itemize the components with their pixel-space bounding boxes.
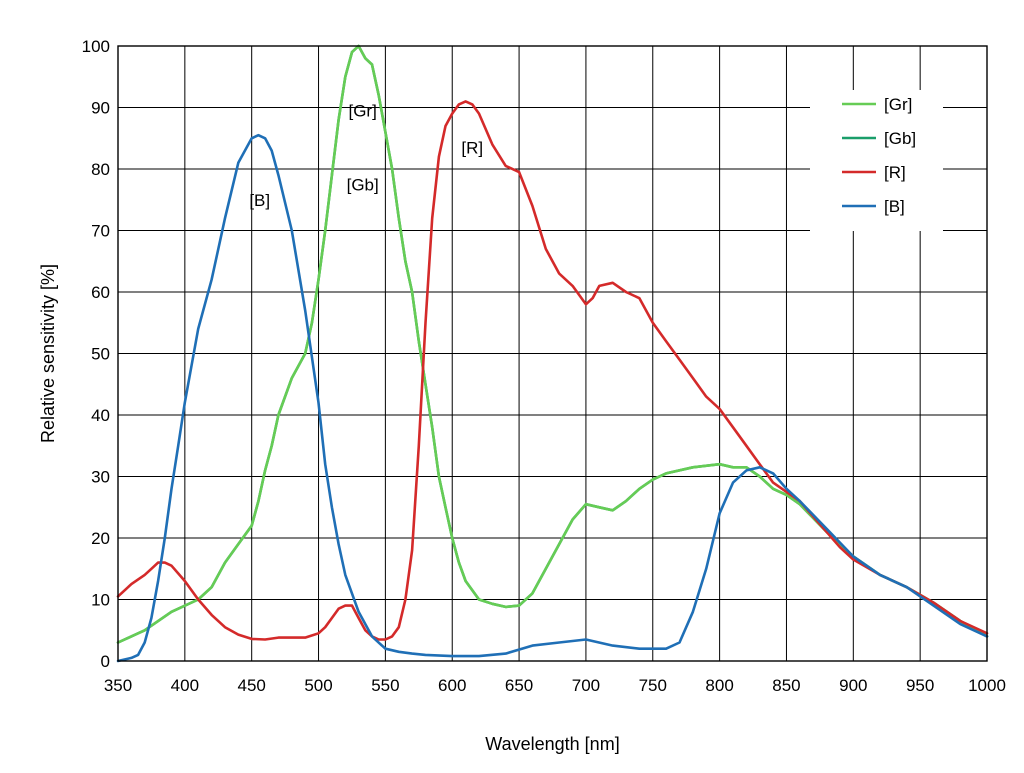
- x-tick-label: 900: [839, 676, 867, 695]
- x-tick-label: 800: [705, 676, 733, 695]
- y-tick-labels: 0 10 20 30 40 50 60 70 80 90 100: [82, 37, 110, 671]
- y-tick-label: 0: [101, 652, 110, 671]
- series-line-b: [116, 133, 989, 663]
- y-tick-label: 50: [91, 345, 110, 364]
- series-line-r: [116, 100, 989, 641]
- y-tick-label: 90: [91, 99, 110, 118]
- x-tick-label: 600: [438, 676, 466, 695]
- x-tick-label: 650: [505, 676, 533, 695]
- y-tick-label: 40: [91, 406, 110, 425]
- x-tick-label: 450: [238, 676, 266, 695]
- series-line-gr: [116, 44, 989, 644]
- x-tick-label: 850: [772, 676, 800, 695]
- x-tick-label: 500: [304, 676, 332, 695]
- x-tick-label: 700: [572, 676, 600, 695]
- legend-label: [Gb]: [884, 129, 916, 148]
- curve-annotations: [B] [Gr] [Gb] [R]: [249, 102, 483, 210]
- x-tick-label: 350: [104, 676, 132, 695]
- legend: [Gr] [Gb] [R] [B]: [810, 90, 943, 231]
- legend-box: [810, 90, 943, 231]
- plot-frame: [117, 45, 988, 662]
- y-tick-label: 20: [91, 529, 110, 548]
- y-tick-label: 100: [82, 37, 110, 56]
- y-tick-label: 30: [91, 468, 110, 487]
- y-tick-label: 70: [91, 222, 110, 241]
- curve-annotation: [B]: [249, 191, 270, 210]
- y-tick-label: 10: [91, 591, 110, 610]
- x-tick-labels: 350 400 450 500 550 600 650 700 750 800 850 900 950 1…: [104, 676, 1006, 695]
- curve-annotation: [Gr]: [348, 102, 376, 121]
- y-tick-label: 80: [91, 160, 110, 179]
- x-axis-title: Wavelength [nm]: [485, 734, 619, 754]
- x-tick-label: 1000: [968, 676, 1006, 695]
- x-tick-label: 550: [371, 676, 399, 695]
- curve-annotation: [Gb]: [347, 176, 379, 195]
- y-tick-label: 60: [91, 283, 110, 302]
- x-tick-label: 750: [639, 676, 667, 695]
- x-tick-label: 400: [171, 676, 199, 695]
- curve-annotation: [R]: [461, 139, 483, 158]
- series-layer: [116, 44, 989, 663]
- legend-label: [Gr]: [884, 95, 912, 114]
- x-tick-label: 950: [906, 676, 934, 695]
- y-axis-title: Relative sensitivity [%]: [38, 264, 58, 443]
- legend-label: [R]: [884, 163, 906, 182]
- legend-label: [B]: [884, 197, 905, 216]
